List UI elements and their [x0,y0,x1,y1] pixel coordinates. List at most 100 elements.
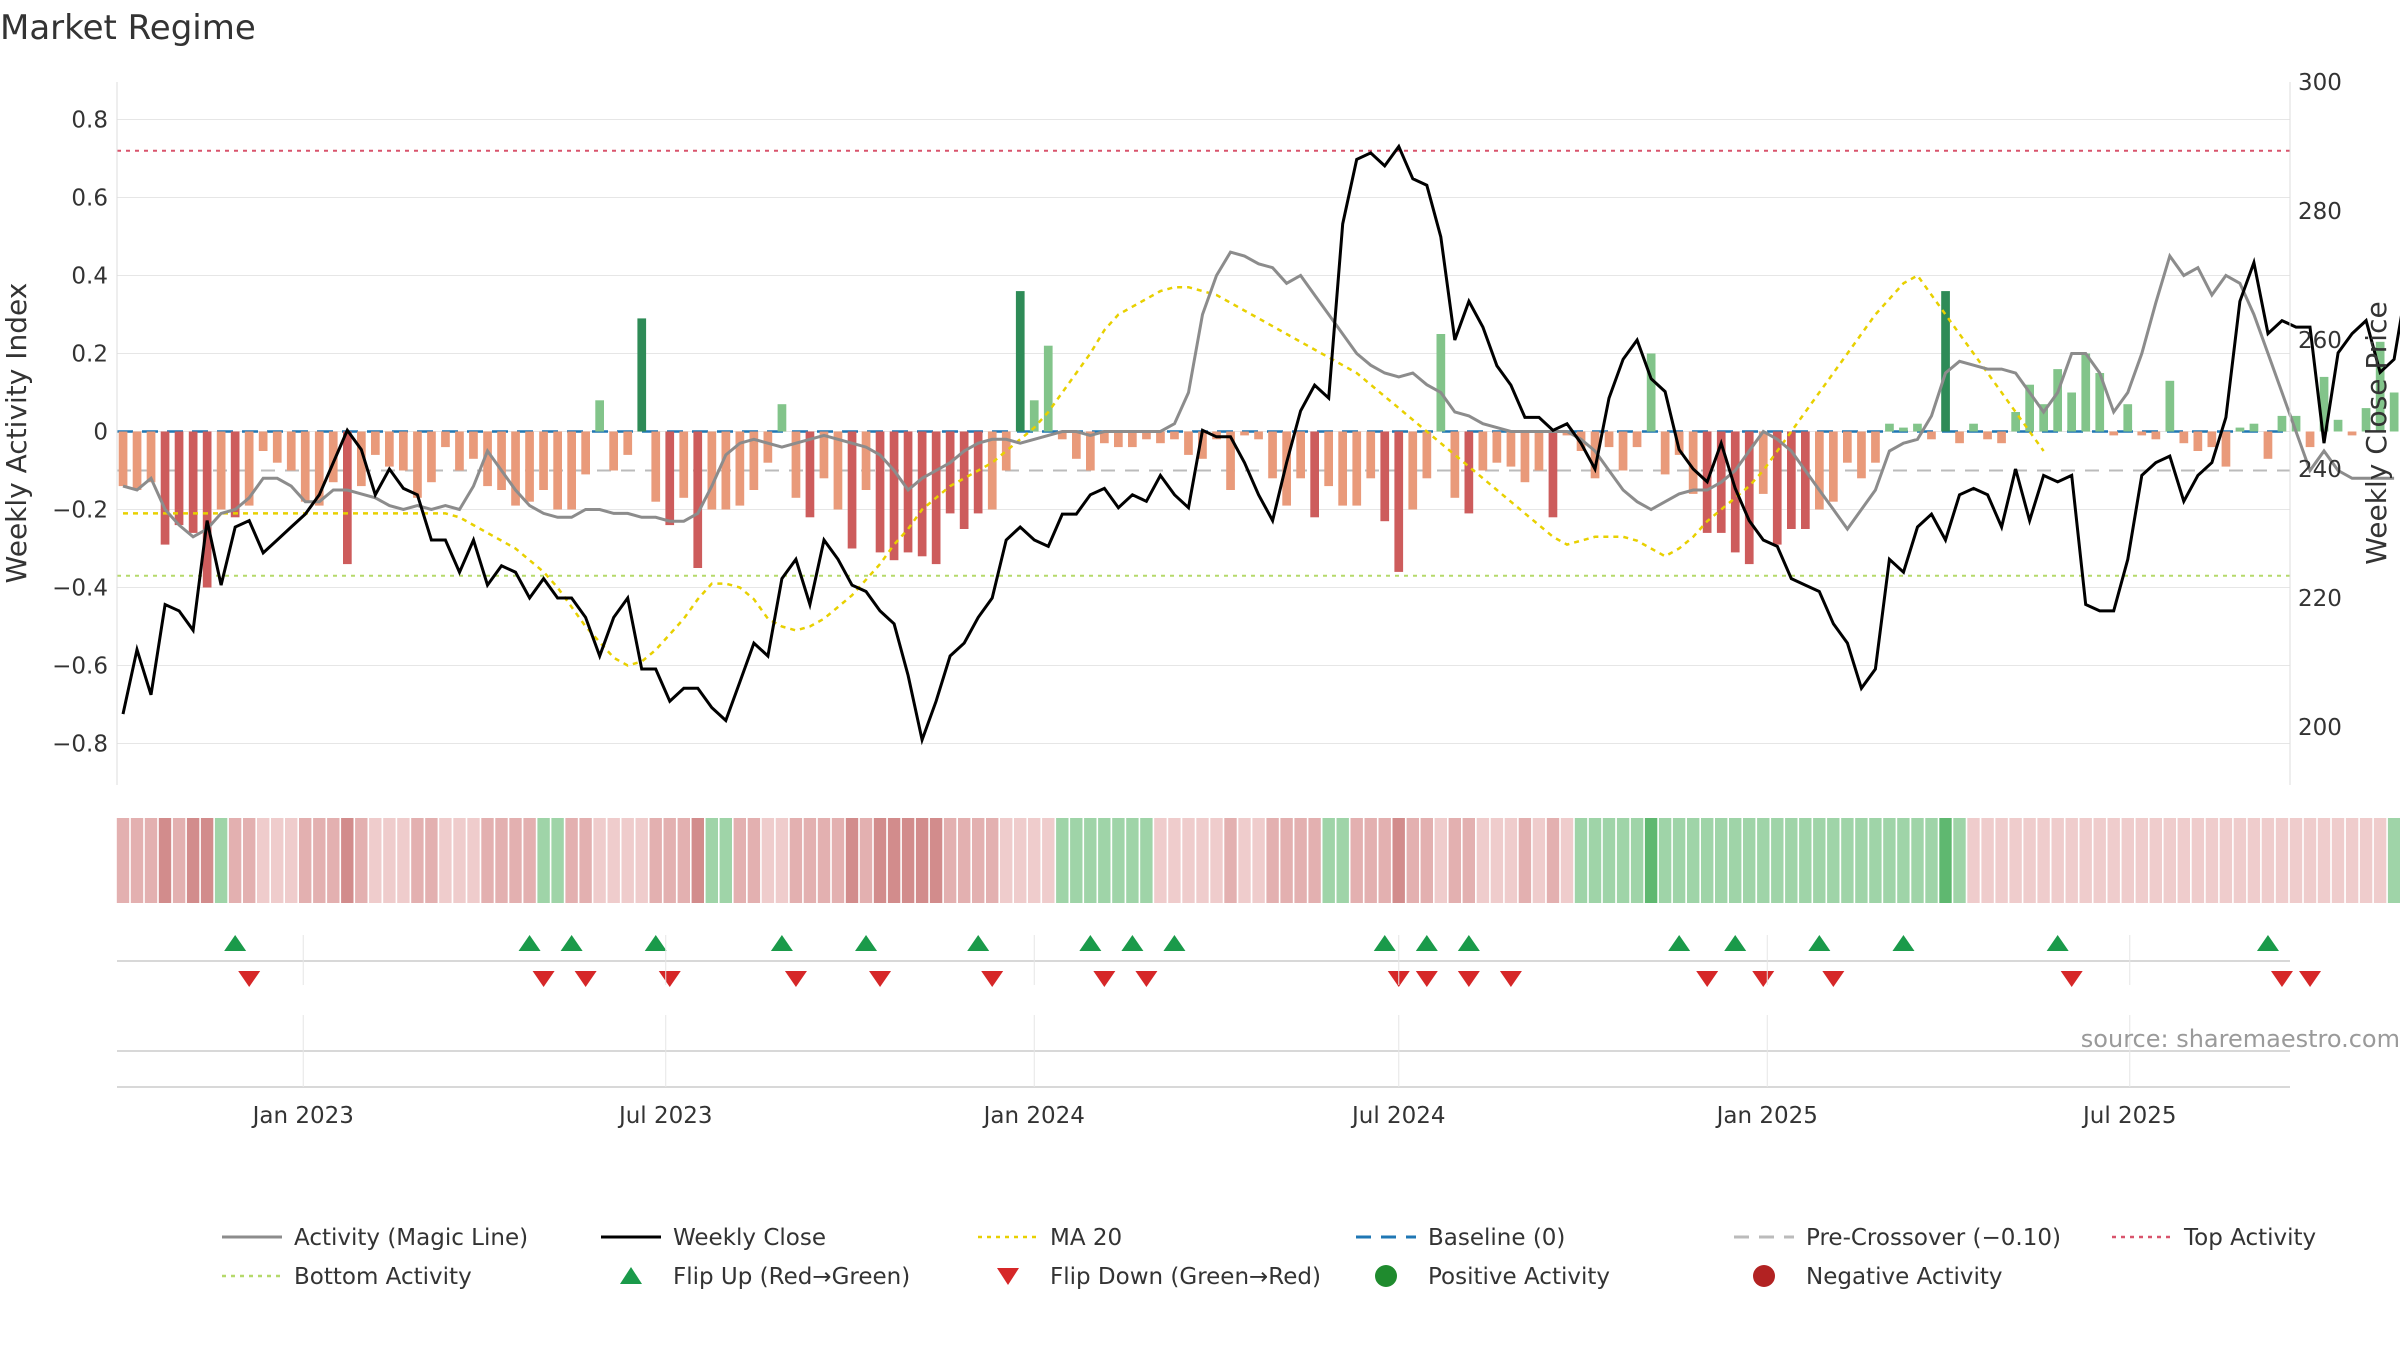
y-tick-label: −0.4 [52,576,108,602]
activity-bar [749,431,759,490]
legend-label: Flip Down (Green→Red) [1050,1264,1321,1290]
legend-flip-down-icon [997,1268,1019,1285]
regime-strip-cell [2023,818,2036,903]
regime-strip-cell [271,818,284,903]
activity-bar [357,431,366,487]
regime-strip-cell [481,818,494,903]
activity-bar [861,431,871,490]
legend-label: Pre-Crossover (−0.10) [1806,1225,2061,1251]
regime-strip-cell [369,818,382,903]
x-tick-label: Jan 2025 [1715,1103,1818,1129]
activity-bar [469,431,478,459]
x-tick-label: Jan 2023 [251,1103,354,1129]
flip-up-marker [1724,935,1747,951]
regime-strip-cell [1925,818,1938,903]
regime-strip-cell [2317,818,2331,903]
flip-up-marker [644,935,667,951]
y-tick-label: 0 [93,420,108,446]
regime-strip-cell [186,818,200,903]
activity-bar [833,431,843,510]
activity-bar [399,431,408,471]
activity-bar [1660,431,1670,475]
activity-bar [1646,353,1656,432]
legend-label: Top Activity [2183,1225,2316,1251]
regime-strip-cell [733,818,746,903]
legend-label: Weekly Close [673,1225,826,1251]
regime-strip-cell [537,818,550,903]
regime-strip-cell [2009,818,2022,903]
activity-bar [2291,415,2301,432]
regime-strip-cell [1771,818,1784,903]
regime-strip-cell [789,818,803,903]
regime-strip-cell [1869,818,1882,903]
activity-bar [2249,423,2259,432]
activity-bar [693,431,703,568]
activity-bar [2123,404,2133,432]
regime-strip-cell [1658,818,1672,903]
activity-bar [202,431,212,588]
activity-bar [188,431,198,533]
y2-tick-label: 260 [2298,328,2342,354]
x-tick-label: Jan 2024 [982,1103,1085,1129]
regime-strip-cell [1757,818,1770,903]
regime-strip-cell [1981,818,1994,903]
regime-strip-cell [2177,818,2190,903]
activity-bar [2095,373,2105,432]
weekly-close-line [121,143,2400,746]
activity-bar [763,431,773,463]
activity-bar [539,431,548,490]
regime-strip-cell [887,818,901,903]
activity-bar [2235,427,2245,432]
regime-strip-cell [1546,818,1560,903]
activity-bar [1885,423,1894,432]
regime-strip-cell [243,818,256,903]
regime-strip-cell [1000,818,1013,903]
activity-bar [2207,431,2217,448]
activity-bar [1506,431,1516,467]
activity-bar [1408,431,1418,510]
regime-strip-cell [1602,818,1616,903]
activity-bar [1450,431,1460,498]
legend-label: Flip Up (Red→Green) [673,1264,910,1290]
regime-strip-cell [1616,818,1630,903]
activity-bar [805,431,815,518]
x-tick-label: Jul 2024 [1350,1103,1446,1129]
activity-bar [2375,341,2385,432]
regime-strip-cell [1364,818,1377,903]
regime-strip-cell [1841,818,1854,903]
activity-bar [2137,431,2147,436]
activity-bar [1534,431,1544,471]
regime-strip-cell [1392,818,1405,903]
activity-bar [1029,400,1039,432]
activity-bar [1815,431,1824,510]
regime-strip-cell [635,818,648,903]
regime-strip-cell [565,818,578,903]
activity-bar [637,318,647,432]
activity-bar [973,431,983,514]
regime-strip-cell [495,818,508,903]
y2-axis-title: Weekly Close Price [2360,301,2393,564]
regime-strip-cell [285,818,298,903]
activity-bar [791,431,801,498]
activity-bar [959,431,969,529]
activity-bar [679,431,689,498]
activity-bar [2389,392,2399,432]
activity-bar [1969,423,1978,432]
y-tick-label: 0.6 [71,186,108,212]
activity-bar [2165,380,2175,432]
flip-down-marker [532,971,555,987]
flip-down-marker [1499,971,1522,987]
activity-bar [875,431,885,553]
regime-strip-cell [2359,818,2373,903]
activity-bar [1871,431,1880,463]
activity-bar [1422,431,1432,479]
regime-strip-cell [355,818,368,903]
regime-strip-cell [1729,818,1742,903]
activity-bar [1548,431,1558,518]
activity-bar [2081,353,2091,432]
flip-up-marker [1892,935,1915,951]
flip-down-marker [238,971,261,987]
y-tick-label: 0.4 [71,264,108,290]
regime-strip-cell [1028,818,1041,903]
regime-strip-cell [1252,818,1265,903]
